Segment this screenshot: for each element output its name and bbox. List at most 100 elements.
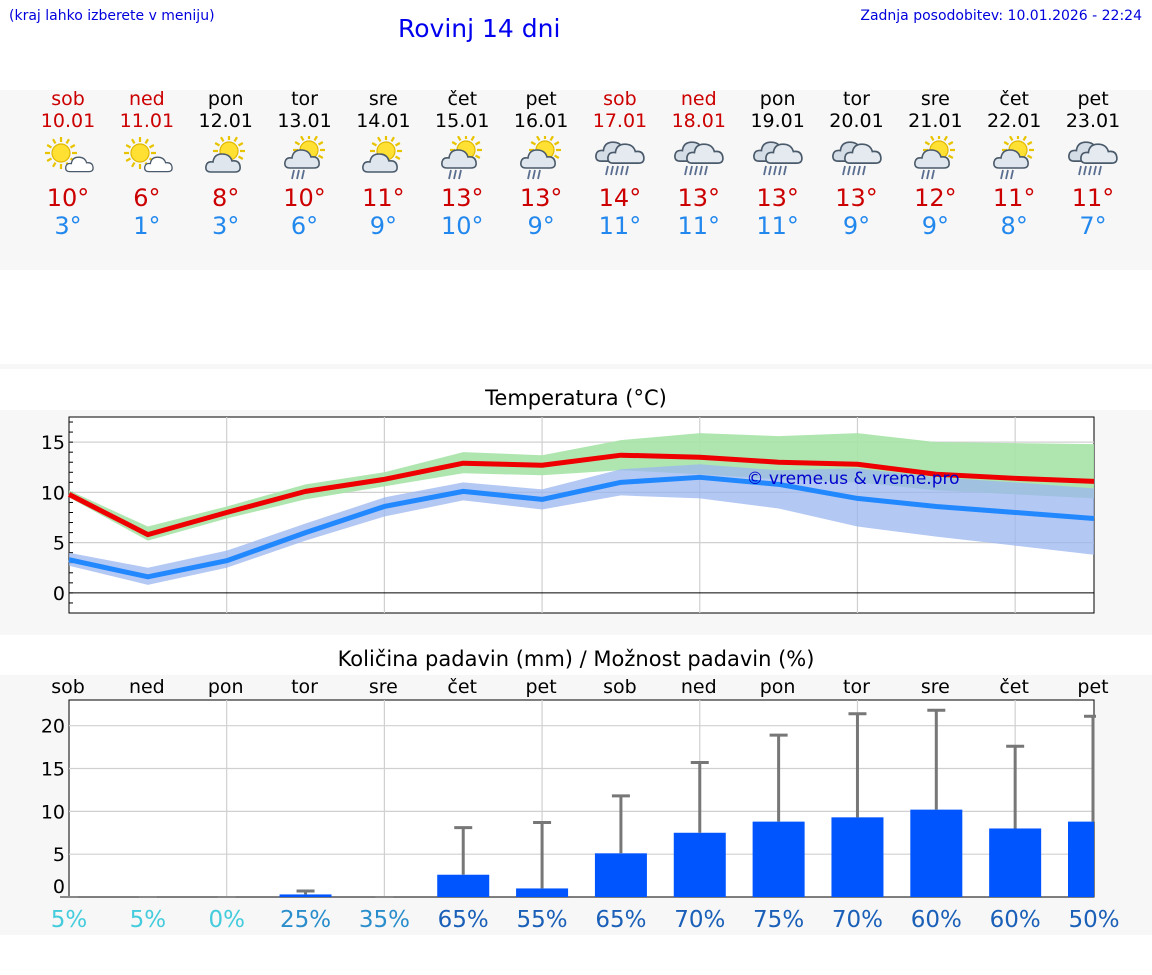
y-tick-label: 5 (53, 844, 65, 866)
max-temperature: 12° (914, 184, 957, 212)
sun-cloud-icon (107, 136, 187, 184)
watermark: © vreme.us & vreme.pro (746, 469, 959, 489)
forecast-band (0, 90, 1152, 270)
day-name: sre (920, 88, 950, 110)
x-category-label: tor (291, 676, 318, 698)
precipitation-bar (516, 888, 569, 897)
max-temperature: 10° (283, 184, 326, 212)
day-date: 15.01 (435, 110, 490, 132)
day-date: 18.01 (671, 110, 726, 132)
day-name: pet (1077, 88, 1109, 110)
day-name: čet (999, 88, 1029, 110)
day-name: sob (603, 88, 637, 110)
day-date: 17.01 (592, 110, 648, 132)
day-name: pon (759, 88, 796, 110)
precipitation-probability: 75% (753, 907, 804, 933)
page-title: Rovinj 14 dni (398, 14, 561, 43)
precipitation-probability: 65% (595, 907, 646, 933)
day-name: pon (207, 88, 244, 110)
precipitation-bar (989, 828, 1042, 897)
max-temperature: 13° (756, 184, 799, 212)
partly-cloudy-rain-icon (265, 134, 345, 184)
day-date: 23.01 (1065, 110, 1121, 132)
precipitation-bar (752, 821, 805, 897)
cloud-rain-icon (738, 136, 818, 184)
cloud-rain-icon (817, 136, 897, 184)
day-column: pet 16.01 13° 9° (501, 88, 581, 240)
partly-cloudy-rain-icon (895, 134, 975, 184)
partly-cloudy-icon (186, 135, 266, 184)
max-temperature: 8° (212, 184, 240, 212)
partly-cloudy-icon (343, 135, 423, 184)
precipitation-probability: 60% (911, 907, 962, 933)
separator-band (0, 364, 1152, 369)
min-temperature: 6° (290, 212, 319, 240)
x-category-label: ned (129, 676, 165, 698)
day-column: čet 22.01 11° 8° (974, 88, 1054, 240)
partly-cloudy-rain-icon (501, 134, 581, 184)
day-column: sob 17.01 14° 11° (580, 88, 660, 240)
y-tick-label: 5 (53, 533, 65, 555)
precipitation-bar (279, 894, 332, 897)
day-column: pon 12.01 8° 3° (186, 88, 266, 240)
day-column: sre 21.01 12° 9° (895, 88, 975, 240)
day-column: tor 20.01 13° 9° (817, 88, 897, 240)
x-category-label: sre (369, 676, 398, 698)
day-date: 21.01 (908, 110, 963, 132)
y-tick-label: 0 (53, 583, 65, 605)
partly-cloudy-rain-icon (974, 134, 1054, 184)
max-temperature: 14° (598, 184, 642, 212)
min-temperature: 3° (212, 212, 240, 240)
x-category-label: sob (603, 676, 637, 698)
min-temperature: 3° (54, 212, 82, 240)
x-category-label: pet (525, 676, 556, 698)
precipitation-probability: 50% (1068, 907, 1119, 933)
x-category-label: pon (760, 676, 796, 698)
day-date: 13.01 (277, 110, 332, 132)
partly-cloudy-rain-icon (422, 134, 502, 184)
x-category-label: sob (51, 676, 85, 698)
day-date: 11.01 (119, 110, 175, 132)
day-name: tor (291, 88, 318, 110)
last-updated: Zadnja posodobitev: 10.01.2026 - 22:24 (860, 8, 1142, 24)
max-temperature: 11° (992, 184, 1036, 212)
location-hint: (kraj lahko izberete v meniju) (9, 8, 215, 24)
y-tick-label: 10 (41, 801, 65, 823)
min-temperature: 9° (921, 212, 949, 240)
x-category-label: ned (681, 676, 717, 698)
day-column: sre 14.01 11° 9° (343, 88, 423, 240)
day-name: ned (680, 88, 717, 110)
day-date: 10.01 (40, 110, 96, 132)
y-tick-label: 10 (41, 482, 65, 504)
min-temperature: 11° (677, 212, 721, 240)
day-column: ned 11.01 6° 1° (107, 88, 187, 240)
day-column: ned 18.01 13° 11° (659, 88, 739, 240)
sun-cloud-icon (28, 136, 108, 184)
precipitation-bar (831, 817, 884, 897)
precipitation-bar (437, 874, 490, 897)
x-category-label: tor (843, 676, 870, 698)
max-uncertainty-band (69, 433, 1094, 541)
day-name: sre (368, 88, 398, 110)
day-date: 22.01 (986, 110, 1042, 132)
precipitation-chart-title: Količina padavin (mm) / Možnost padavin … (337, 647, 815, 671)
precipitation-bar (1068, 821, 1094, 897)
max-temperature: 13° (519, 184, 563, 212)
day-name: sob (51, 88, 85, 110)
day-column: pon 19.01 13° 11° (738, 88, 818, 240)
max-temperature: 6° (133, 184, 161, 212)
precipitation-probability: 25% (280, 907, 331, 933)
day-name: ned (128, 88, 165, 110)
y-tick-label: 20 (41, 716, 65, 738)
precipitation-chart: 0 5 10 15 20 sob ned pon tor sre čet pet sob ned pon to… (41, 676, 1120, 933)
y-tick-label: 0 (53, 876, 65, 898)
precipitation-probability: 5% (51, 907, 88, 933)
precipitation-bar (594, 853, 647, 897)
day-column: sob 10.01 10° 3° (28, 88, 108, 240)
temperature-chart: 0 5 10 15 © vreme.us & vreme.pro (41, 416, 1095, 614)
day-date: 12.01 (198, 110, 253, 132)
precipitation-probability: 60% (990, 907, 1041, 933)
precipitation-bar (673, 832, 726, 897)
day-name: čet (447, 88, 478, 110)
cloud-rain-icon (659, 136, 739, 184)
